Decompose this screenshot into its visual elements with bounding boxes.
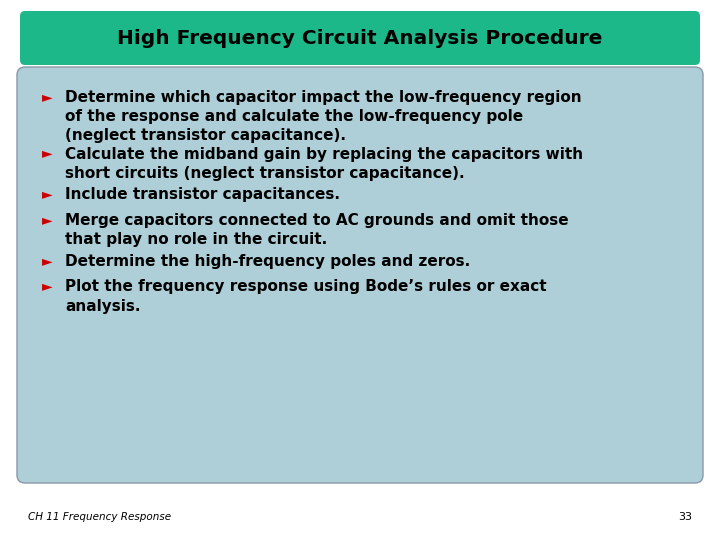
Text: CH 11 Frequency Response: CH 11 Frequency Response bbox=[28, 512, 171, 522]
Text: High Frequency Circuit Analysis Procedure: High Frequency Circuit Analysis Procedur… bbox=[117, 29, 603, 48]
Text: ►: ► bbox=[42, 254, 53, 268]
Text: Determine which capacitor impact the low-frequency region
of the response and ca: Determine which capacitor impact the low… bbox=[65, 90, 582, 144]
Text: 33: 33 bbox=[678, 512, 692, 522]
FancyBboxPatch shape bbox=[20, 11, 700, 65]
Text: ►: ► bbox=[42, 146, 53, 160]
Text: ►: ► bbox=[42, 280, 53, 294]
Text: Include transistor capacitances.: Include transistor capacitances. bbox=[65, 187, 340, 202]
Text: Determine the high-frequency poles and zeros.: Determine the high-frequency poles and z… bbox=[65, 254, 470, 269]
Text: Plot the frequency response using Bode’s rules or exact
analysis.: Plot the frequency response using Bode’s… bbox=[65, 280, 546, 314]
FancyBboxPatch shape bbox=[17, 67, 703, 483]
Text: Merge capacitors connected to AC grounds and omit those
that play no role in the: Merge capacitors connected to AC grounds… bbox=[65, 213, 569, 247]
Text: ►: ► bbox=[42, 90, 53, 104]
Text: Calculate the midband gain by replacing the capacitors with
short circuits (negl: Calculate the midband gain by replacing … bbox=[65, 146, 583, 181]
Text: ►: ► bbox=[42, 187, 53, 201]
Text: ►: ► bbox=[42, 213, 53, 227]
